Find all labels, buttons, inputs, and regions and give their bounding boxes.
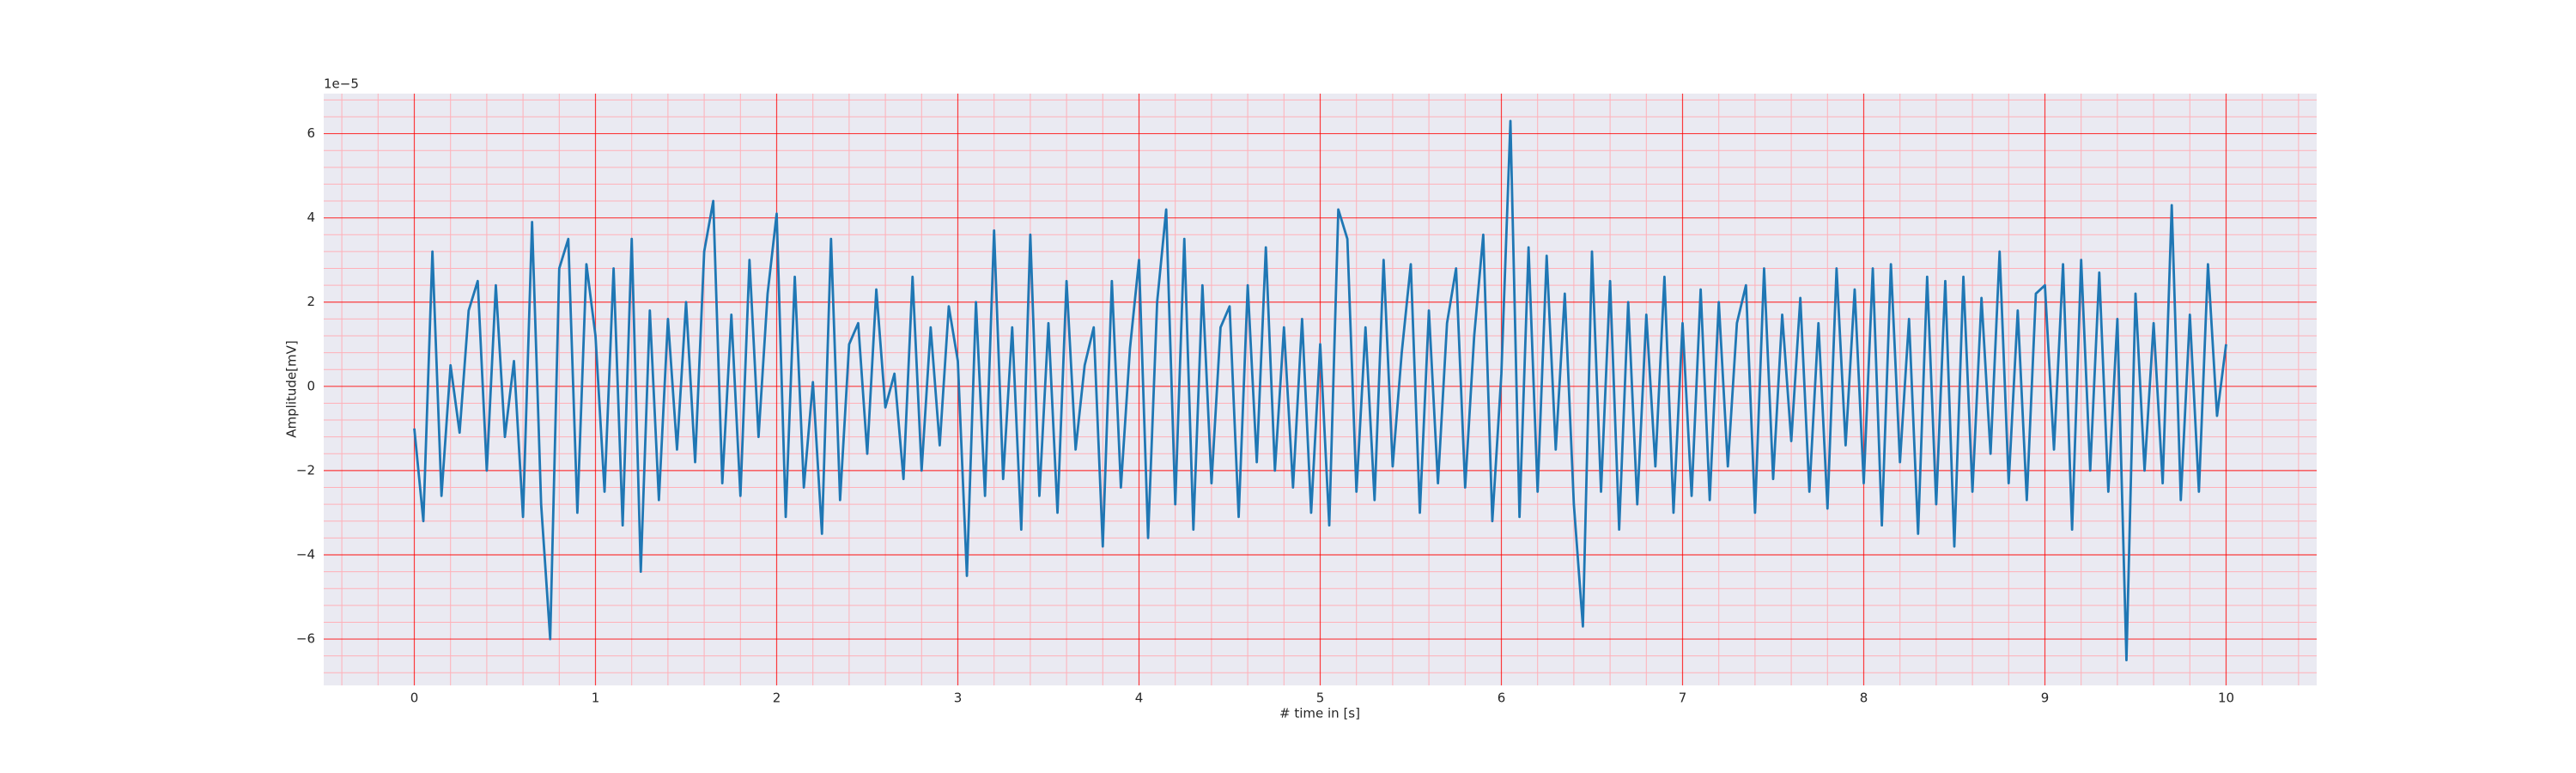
x-tick-label: 1: [592, 691, 600, 706]
y-axis-label: Amplitude[mV]: [284, 340, 300, 437]
x-tick-label: 7: [1679, 691, 1687, 706]
x-tick-label: 10: [2218, 691, 2234, 706]
x-tick-label: 4: [1135, 691, 1144, 706]
x-tick-label: 8: [1860, 691, 1868, 706]
y-tick-label: 4: [307, 210, 315, 225]
offset-text: 1e−5: [324, 76, 359, 92]
x-axis-label: # time in [s]: [1279, 706, 1360, 721]
y-tick-label: −2: [296, 462, 315, 478]
y-tick-label: 2: [307, 294, 315, 309]
x-tick-label: 0: [410, 691, 419, 706]
y-tick-label: −4: [296, 546, 315, 562]
x-tick-label: 2: [773, 691, 781, 706]
plot: [413, 119, 2227, 661]
x-tick-label: 5: [1316, 691, 1325, 706]
x-tick-label: 3: [954, 691, 963, 706]
y-tick-label: −6: [296, 631, 315, 647]
grid: [324, 94, 2317, 685]
y-tick-label: 0: [307, 378, 315, 393]
x-tick-label: 9: [2041, 691, 2050, 706]
data-line: [413, 119, 2227, 661]
y-tick-label: 6: [307, 125, 315, 141]
x-tick-label: 6: [1498, 691, 1506, 706]
